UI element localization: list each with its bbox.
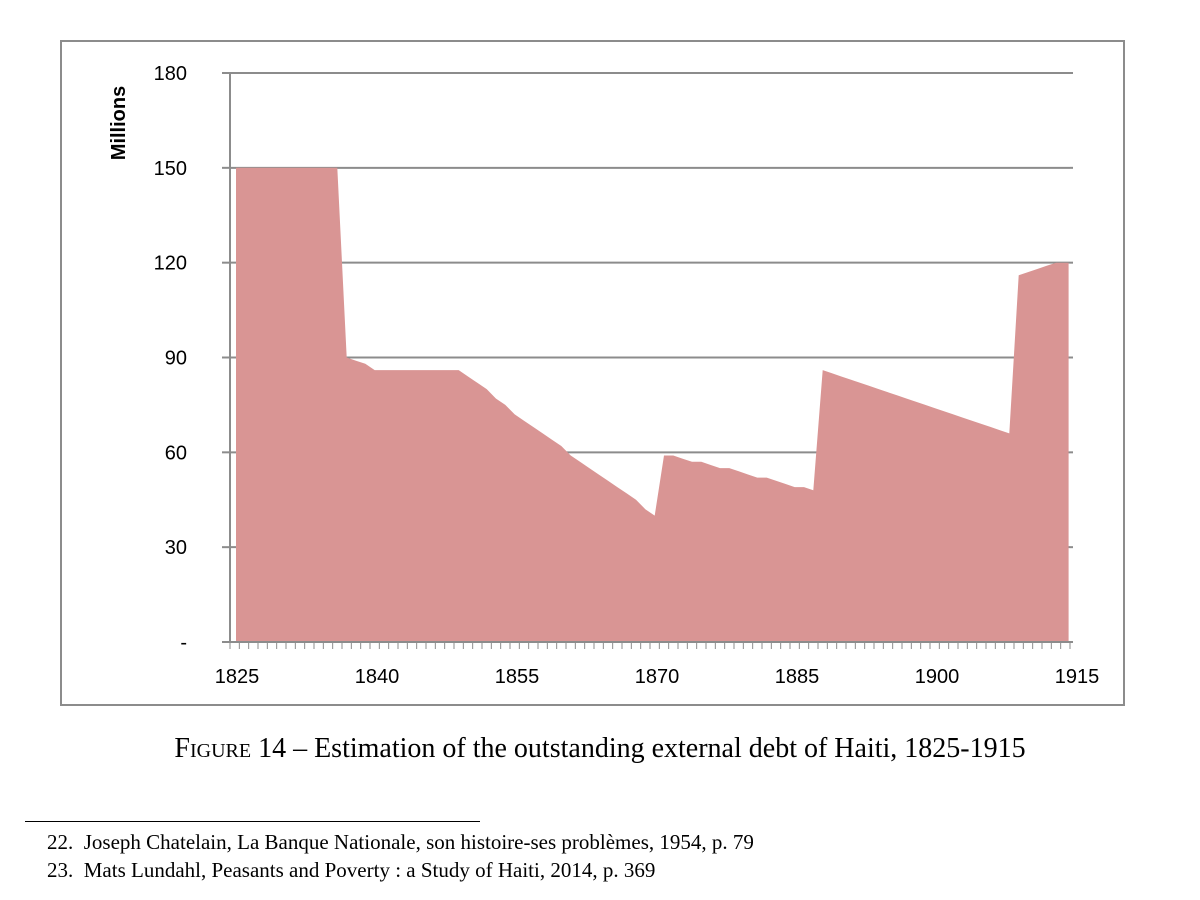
x-tick-label: 1900 — [915, 666, 960, 688]
footnote-22: 22. Joseph Chatelain, La Banque National… — [47, 828, 754, 856]
figure-number: Figure 14 — [174, 733, 287, 764]
footnote-number: 22. — [47, 830, 74, 854]
y-axis-label: Millions — [108, 86, 130, 160]
y-tick-label: 120 — [154, 253, 187, 275]
footnote-divider — [25, 821, 480, 822]
footnote-number: 23. — [47, 858, 74, 882]
caption-text: – Estimation of the outstanding external… — [286, 733, 1026, 764]
x-tick-label: 1840 — [355, 666, 400, 688]
footnote-23: 23. Mats Lundahl, Peasants and Poverty :… — [47, 856, 754, 884]
area-series — [236, 167, 1069, 643]
x-tick-label: 1915 — [1055, 666, 1100, 688]
y-tick-label: 180 — [154, 63, 187, 85]
footnote-text: Mats Lundahl, Peasants and Poverty : a S… — [83, 858, 656, 882]
y-tick-label: 30 — [165, 537, 187, 559]
y-tick-label: - — [180, 632, 187, 654]
y-tick-label: 150 — [154, 158, 187, 180]
x-tick-label: 1870 — [635, 666, 680, 688]
debt-area — [236, 167, 1069, 643]
x-tick-label: 1825 — [215, 666, 260, 688]
footnotes: 22. Joseph Chatelain, La Banque National… — [47, 828, 754, 884]
footnote-text: Joseph Chatelain, La Banque Nationale, s… — [83, 830, 754, 854]
y-tick-label: 60 — [165, 442, 187, 464]
figure-caption: Figure 14 – Estimation of the outstandin… — [0, 733, 1200, 765]
x-tick-label: 1855 — [495, 666, 540, 688]
axes — [222, 72, 1073, 649]
tick-labels: - 30 60 90 120 150 180 1825 1840 1855 1870 1885 1900… — [154, 63, 1100, 688]
y-tick-label: 90 — [165, 348, 187, 370]
x-tick-label: 1885 — [775, 666, 820, 688]
